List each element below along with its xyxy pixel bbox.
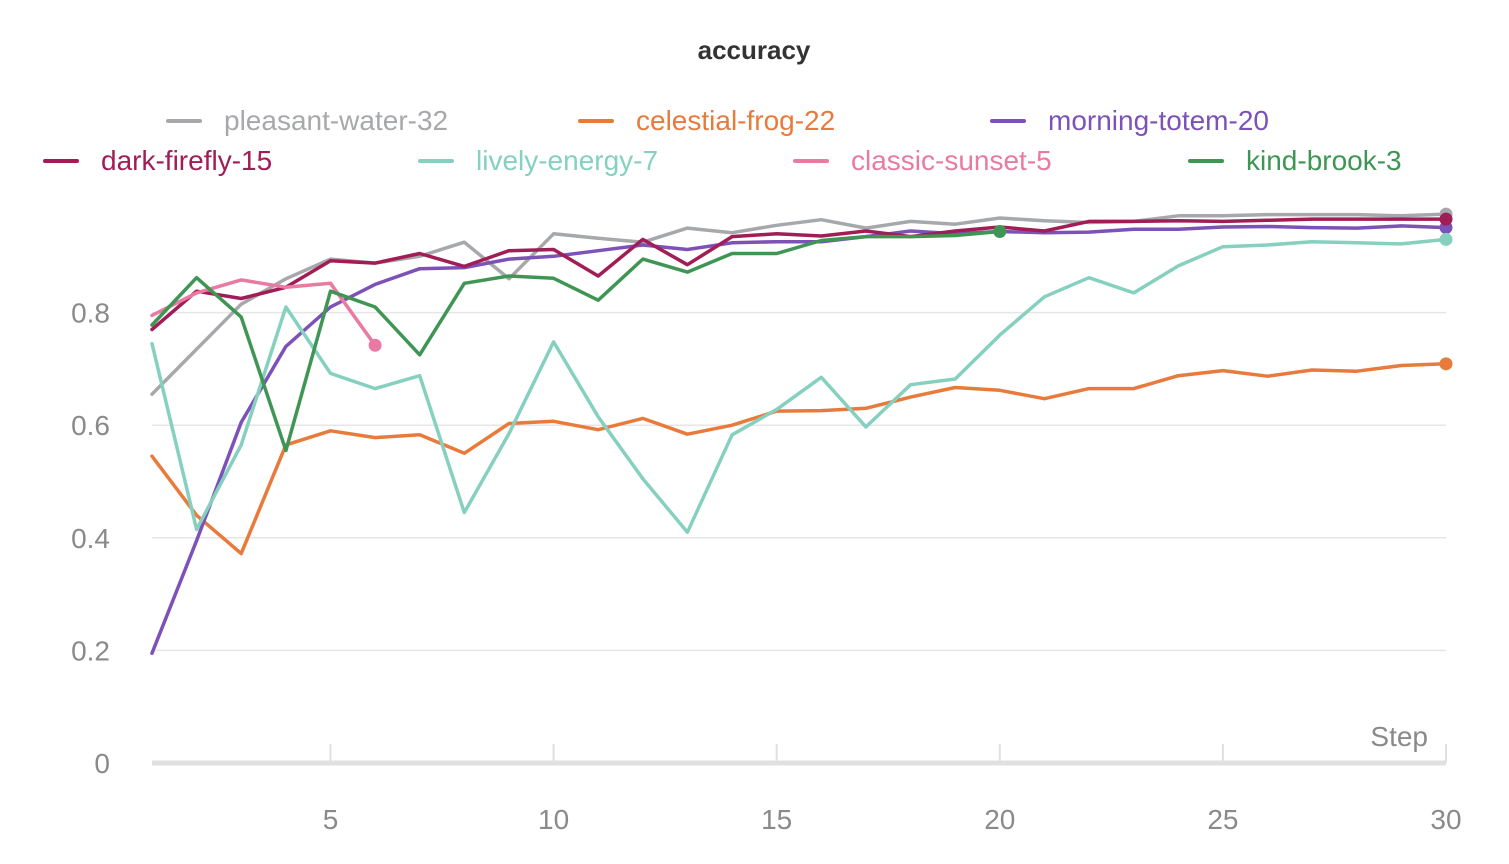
legend-item[interactable]: lively-energy-7 bbox=[418, 145, 658, 176]
legend-item[interactable]: kind-brook-3 bbox=[1188, 145, 1402, 176]
x-tick-label: 30 bbox=[1430, 804, 1461, 835]
y-tick-label: 0.6 bbox=[71, 410, 110, 441]
x-tick-label: 15 bbox=[761, 804, 792, 835]
legend-label: dark-firefly-15 bbox=[101, 145, 272, 176]
y-tick-label: 0 bbox=[94, 748, 110, 779]
legend-item[interactable]: pleasant-water-32 bbox=[166, 105, 448, 136]
y-tick-label: 0.4 bbox=[71, 523, 110, 554]
series-end-point[interactable] bbox=[1439, 212, 1453, 226]
series-line-lively-energy-7[interactable] bbox=[150, 237, 1448, 534]
series-line-kind-brook-3[interactable] bbox=[150, 229, 1002, 453]
series-end-point[interactable] bbox=[1439, 232, 1453, 246]
legend-item[interactable]: celestial-frog-22 bbox=[578, 105, 835, 136]
legend: pleasant-water-32 celestial-frog-22 mornin… bbox=[43, 105, 1402, 176]
series-end-point[interactable] bbox=[368, 338, 382, 352]
series-line-celestial-frog-22[interactable] bbox=[150, 362, 1448, 556]
series-end-point[interactable] bbox=[993, 225, 1007, 239]
x-tick-label: 5 bbox=[323, 804, 339, 835]
series-line-dark-firefly-15[interactable] bbox=[150, 217, 1448, 332]
legend-item[interactable]: dark-firefly-15 bbox=[43, 145, 272, 176]
x-tick-label: 10 bbox=[538, 804, 569, 835]
x-tick-label: 25 bbox=[1207, 804, 1238, 835]
legend-label: morning-totem-20 bbox=[1048, 105, 1269, 136]
legend-label: celestial-frog-22 bbox=[636, 105, 835, 136]
legend-label: classic-sunset-5 bbox=[851, 145, 1052, 176]
x-tick-label: 20 bbox=[984, 804, 1015, 835]
series-end-point[interactable] bbox=[1439, 357, 1453, 371]
x-axis-label: Step bbox=[1370, 721, 1428, 752]
series-lines bbox=[150, 207, 1453, 655]
axes: 5 10 15 20 25 30 bbox=[152, 744, 1462, 835]
y-tick-label: 0.2 bbox=[71, 635, 110, 666]
legend-label: pleasant-water-32 bbox=[224, 105, 448, 136]
series-line-morning-totem-20[interactable] bbox=[150, 224, 1448, 655]
legend-item[interactable]: morning-totem-20 bbox=[990, 105, 1269, 136]
y-tick-label: 0.8 bbox=[71, 298, 110, 329]
legend-label: kind-brook-3 bbox=[1246, 145, 1402, 176]
grid: 0 0.2 0.4 0.6 0.8 bbox=[71, 298, 1446, 779]
legend-item[interactable]: classic-sunset-5 bbox=[793, 145, 1052, 176]
chart-title: accuracy bbox=[698, 35, 811, 65]
legend-label: lively-energy-7 bbox=[476, 145, 658, 176]
